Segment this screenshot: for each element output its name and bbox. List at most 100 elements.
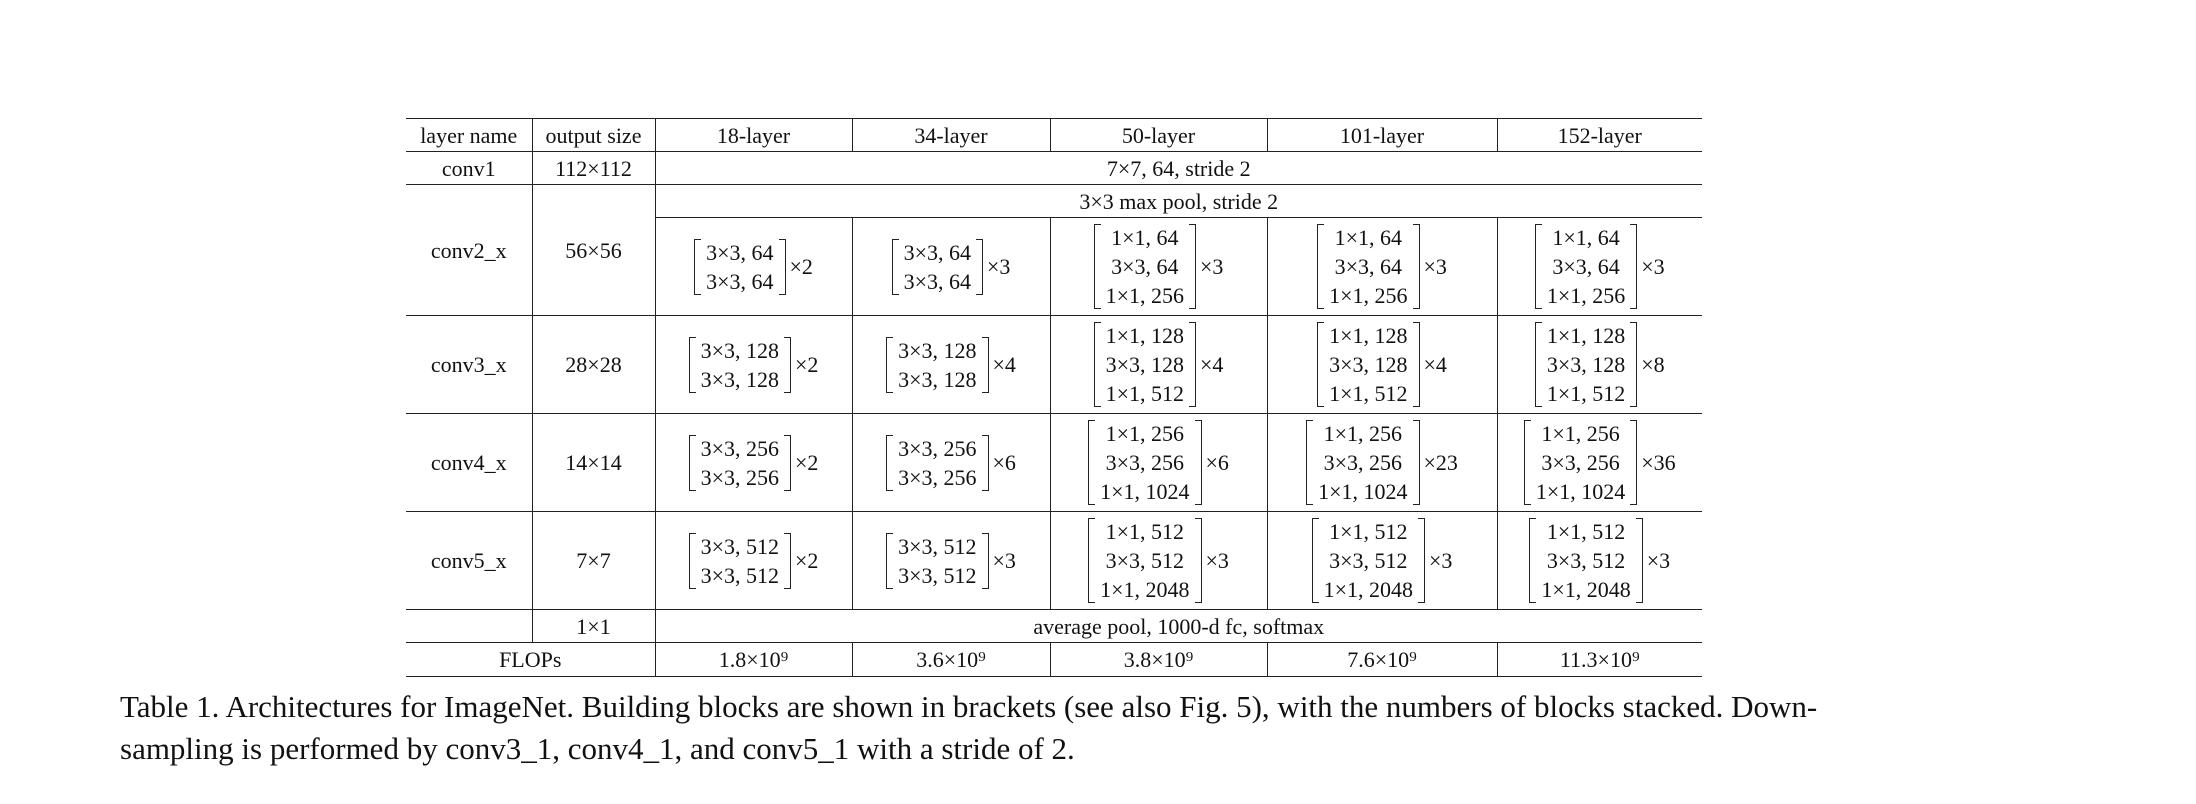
block-multiplier: ×4	[1200, 352, 1224, 377]
block-multiplier: ×2	[795, 548, 819, 573]
building-block-cell: 3×3, 256 3×3, 256 ×6	[851, 413, 1050, 512]
output-size-cell: 7×7	[531, 511, 655, 610]
header-cell: 34-layer	[851, 118, 1050, 152]
block-line: 3×3, 128	[700, 337, 779, 363]
building-block: 1×1, 256 3×3, 256 1×1, 1024 ×6	[1088, 419, 1229, 506]
building-block-cell: 3×3, 512 3×3, 512 ×2	[654, 511, 852, 610]
block-line: 3×3, 512	[898, 533, 977, 559]
block-multiplier: ×2	[795, 352, 819, 377]
building-block: 3×3, 128 3×3, 128 ×2	[688, 336, 819, 394]
block-bracket: 1×1, 64 3×3, 64 1×1, 256	[1534, 223, 1638, 310]
block-multiplier: ×4	[992, 352, 1016, 377]
block-line: 3×3, 512	[700, 533, 779, 559]
building-block-cell: 1×1, 128 3×3, 128 1×1, 512 ×4	[1266, 315, 1497, 414]
building-block-cell: 1×1, 256 3×3, 256 1×1, 1024 ×36	[1496, 413, 1702, 512]
block-bracket: 3×3, 256 3×3, 256	[886, 434, 989, 492]
block-line: 3×3, 512	[1546, 548, 1626, 573]
block-line: 3×3, 64	[903, 239, 971, 265]
output-size-cell: 1×1	[531, 609, 655, 643]
block-bracket: 3×3, 256 3×3, 256	[688, 434, 792, 492]
building-block: 1×1, 128 3×3, 128 1×1, 512 ×8	[1534, 321, 1665, 408]
building-block-cell: 3×3, 128 3×3, 128 ×2	[654, 315, 852, 414]
block-line: 3×3, 128	[1329, 352, 1408, 377]
building-block-cell: 3×3, 128 3×3, 128 ×4	[851, 315, 1050, 414]
conv1-spec-cell: 7×7, 64, stride 2	[654, 151, 1702, 185]
block-line: 1×1, 256	[1105, 283, 1184, 308]
block-line: 1×1, 2048	[1541, 577, 1631, 602]
block-line: 3×3, 512	[700, 562, 779, 588]
building-block: 3×3, 512 3×3, 512 ×2	[688, 532, 819, 590]
block-multiplier: ×6	[1205, 450, 1229, 475]
building-block-cell: 3×3, 256 3×3, 256 ×2	[654, 413, 852, 512]
block-line: 3×3, 64	[903, 268, 971, 294]
block-multiplier: ×3	[1205, 548, 1229, 573]
header-cell: 101-layer	[1266, 118, 1497, 152]
block-bracket: 1×1, 256 3×3, 256 1×1, 1024	[1523, 419, 1638, 506]
building-block-cell: 1×1, 512 3×3, 512 1×1, 2048 ×3	[1049, 511, 1267, 610]
block-bracket: 3×3, 128 3×3, 128	[688, 336, 792, 394]
block-line: 3×3, 256	[1323, 450, 1402, 475]
building-block: 1×1, 64 3×3, 64 1×1, 256 ×3	[1093, 223, 1223, 310]
caption-line: Table 1. Architectures for ImageNet. Bui…	[120, 689, 1818, 724]
header-cell: 152-layer	[1496, 118, 1702, 152]
block-bracket: 3×3, 512 3×3, 512	[688, 532, 792, 590]
stage-row-conv5: conv5_x 7×7 3×3, 512 3×3, 512 ×2 3×3, 512 3×3,…	[406, 511, 1702, 610]
building-block: 1×1, 512 3×3, 512 1×1, 2048 ×3	[1311, 517, 1453, 604]
output-size-cell: 56×56	[531, 184, 655, 316]
block-line: 3×3, 64	[1552, 254, 1620, 279]
header-cell: output size	[531, 118, 655, 152]
block-multiplier: ×36	[1641, 450, 1676, 475]
block-line: 1×1, 512	[1546, 519, 1626, 544]
stage-row-conv4: conv4_x 14×14 3×3, 256 3×3, 256 ×2 3×3, 256 3×…	[406, 413, 1702, 512]
building-block-cell: 3×3, 512 3×3, 512 ×3	[851, 511, 1050, 610]
block-line: 1×1, 64	[1552, 225, 1620, 250]
layer-name-cell: conv3_x	[406, 315, 532, 414]
layer-name-cell	[406, 609, 532, 643]
building-block-cell: 1×1, 64 3×3, 64 1×1, 256 ×3	[1266, 217, 1497, 316]
caption-line: sampling is performed by conv3_1, conv4_…	[120, 731, 1075, 766]
block-bracket: 1×1, 64 3×3, 64 1×1, 256	[1093, 223, 1197, 310]
block-bracket: 3×3, 64 3×3, 64	[891, 238, 984, 296]
flops-value: 3.8×10⁹	[1049, 642, 1267, 677]
block-bracket: 1×1, 128 3×3, 128 1×1, 512	[1534, 321, 1638, 408]
layer-name-cell: conv2_x	[430, 237, 507, 263]
block-line: 3×3, 512	[898, 562, 977, 588]
block-line: 3×3, 64	[706, 268, 774, 294]
block-multiplier: ×3	[1429, 548, 1453, 573]
layer-name-cell: conv1	[406, 151, 532, 185]
output-size-cell: 112×112	[531, 151, 655, 185]
building-block: 3×3, 128 3×3, 128 ×4	[886, 336, 1016, 394]
maxpool-cell: 3×3 max pool, stride 2	[654, 184, 1702, 218]
block-line: 3×3, 256	[1105, 450, 1184, 475]
building-block: 1×1, 128 3×3, 128 1×1, 512 ×4	[1093, 321, 1224, 408]
block-bracket: 1×1, 512 3×3, 512 1×1, 2048	[1311, 517, 1426, 604]
building-block: 1×1, 256 3×3, 256 1×1, 1024 ×36	[1523, 419, 1676, 506]
block-multiplier: ×3	[1423, 254, 1447, 279]
stage-row-conv3: conv3_x 28×28 3×3, 128 3×3, 128 ×2 3×3, 128 3×…	[406, 315, 1702, 414]
block-line: 1×1, 256	[1105, 421, 1184, 446]
building-block-cell: 1×1, 128 3×3, 128 1×1, 512 ×4	[1049, 315, 1267, 414]
block-multiplier: ×4	[1423, 352, 1447, 377]
layer-name-cell: conv4_x	[406, 413, 532, 512]
flops-row: FLOPs 1.8×10⁹ 3.6×10⁹ 3.8×10⁹ 7.6×10⁹ 11…	[406, 642, 1702, 677]
block-line: 3×3, 128	[700, 366, 779, 392]
block-multiplier: ×3	[1641, 254, 1665, 279]
conv1-row: conv1 112×112 7×7, 64, stride 2	[406, 151, 1702, 185]
block-bracket: 1×1, 256 3×3, 256 1×1, 1024	[1088, 419, 1202, 506]
building-block-cell: 1×1, 512 3×3, 512 1×1, 2048 ×3	[1266, 511, 1497, 610]
block-line: 1×1, 64	[1334, 225, 1402, 250]
maxpool-row: conv2_x 56×56 3×3 max pool, stride 2	[406, 184, 1702, 316]
block-bracket: 1×1, 512 3×3, 512 1×1, 2048	[1088, 517, 1202, 604]
block-bracket: 1×1, 128 3×3, 128 1×1, 512	[1317, 321, 1420, 408]
block-line: 3×3, 64	[1334, 254, 1402, 279]
building-block: 3×3, 64 3×3, 64 ×3	[891, 238, 1011, 296]
block-multiplier: ×8	[1641, 352, 1665, 377]
block-line: 1×1, 2048	[1323, 577, 1413, 602]
block-line: 3×3, 128	[898, 366, 977, 392]
flops-value: 3.6×10⁹	[851, 642, 1050, 677]
building-block-cell: 1×1, 256 3×3, 256 1×1, 1024 ×23	[1266, 413, 1497, 512]
flops-value: 1.8×10⁹	[654, 642, 852, 677]
block-line: 3×3, 64	[706, 239, 774, 265]
block-multiplier: ×3	[987, 254, 1011, 279]
block-multiplier: ×23	[1423, 450, 1458, 475]
